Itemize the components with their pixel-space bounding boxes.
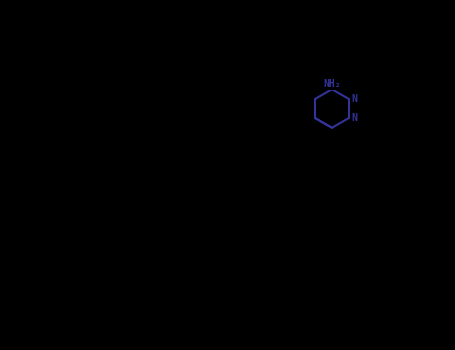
Text: N: N [351,113,357,123]
Text: NH₂: NH₂ [323,79,341,89]
Text: N: N [351,94,357,104]
